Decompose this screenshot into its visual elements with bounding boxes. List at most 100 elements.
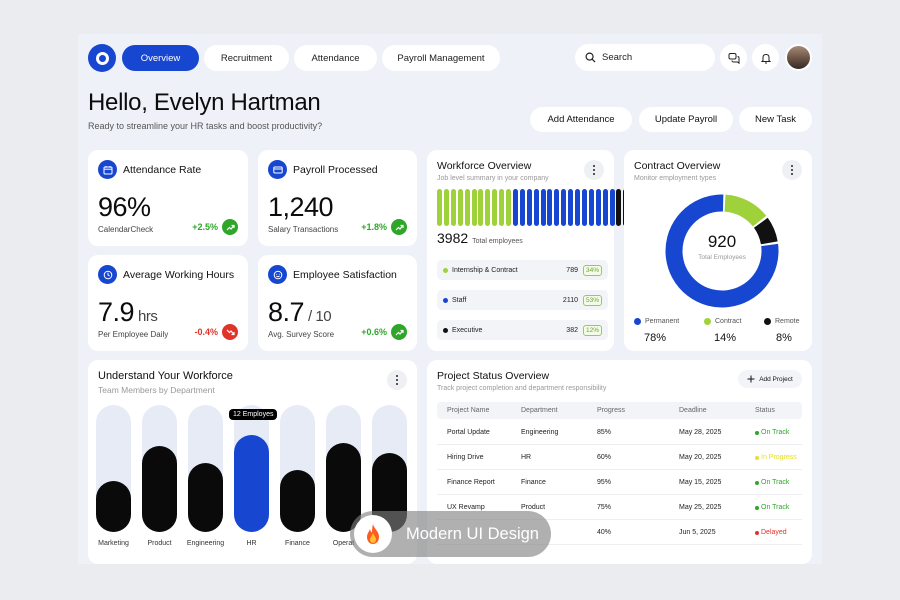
job-level-bar [443,189,449,226]
kpi-subtitle: CalendarCheck [98,225,154,234]
trend-down-icon [222,324,238,340]
donut-segment-permanent[interactable] [665,194,779,308]
job-level-bar [533,189,539,226]
card-subtitle: Team Members by Department [98,385,215,395]
department-bar[interactable] [326,443,361,532]
job-level-bar [450,189,456,226]
kpi-delta: -0.4% [194,327,218,337]
notifications-button[interactable] [752,44,779,71]
tab-recruitment[interactable]: Recruitment [204,45,289,71]
trend-up-icon [222,219,238,235]
table-row[interactable]: Portal Update Engineering 85% May 28, 2025 O… [437,420,802,445]
avatar[interactable] [785,44,812,71]
job-level-bar [616,189,622,226]
contract-percent: 14% [714,332,737,344]
status-badge: On Track [755,479,789,486]
job-level-bar [506,189,511,226]
deadline-cell: May 25, 2025 [679,504,722,511]
card-title: Project Status Overview [437,370,550,382]
department-bar[interactable] [142,446,177,532]
list-item: Internship & Contract 789 34% [437,260,608,280]
progress-cell: 95% [597,479,612,486]
kpi-delta: +0.6% [361,327,387,337]
job-level-bar [588,189,594,226]
kpi-card-payroll-processed: Payroll Processed 1,240 Salary Transacti… [258,150,417,246]
remote-percent: 8% [776,332,792,344]
donut-segment-remote[interactable] [662,191,782,311]
more-options-button[interactable] [782,160,802,180]
logo-icon[interactable] [88,44,116,72]
kpi-subtitle: Per Employee Daily [98,330,169,339]
kpi-delta: +2.5% [192,222,218,232]
level-count: 2110 [562,296,578,304]
tab-payroll-management[interactable]: Payroll Management [382,45,500,71]
messages-button[interactable] [720,44,747,71]
kpi-value: 96% [98,192,151,222]
card-subtitle: Monitor employment types [634,175,717,182]
card-subtitle: Job level summary in your company [437,175,549,182]
list-item: Staff 2110 53% [437,290,608,310]
progress-cell: 60% [597,454,612,461]
more-vertical-icon [592,164,596,176]
search-icon [585,52,596,63]
level-name: Internship & Contract [452,266,518,274]
column-header: Progress [597,407,626,414]
table-row[interactable]: Finance Report Finance 95% May 15, 2025 On T… [437,470,802,495]
kpi-title: Attendance Rate [123,164,202,176]
level-percent-badge: 34% [582,264,602,276]
department-bar[interactable] [96,481,131,532]
add-attendance-button[interactable]: Add Attendance [530,107,632,132]
calendar-icon [98,160,117,179]
update-payroll-button[interactable]: Update Payroll [639,107,733,132]
table-row[interactable]: UX Revamp Product 75% May 25, 2025 On Track [437,495,802,520]
search-input[interactable]: Search [575,44,715,71]
kpi-delta: +1.8% [361,222,387,232]
new-task-button[interactable]: New Task [739,107,812,132]
kpi-title: Employee Satisfaction [293,269,397,281]
permanent-percent: 78% [644,332,667,344]
more-vertical-icon [395,374,399,386]
table-row[interactable]: 40% Jun 5, 2025 Delayed [437,520,802,545]
job-level-bar [519,189,525,226]
job-level-bar [437,189,442,226]
more-vertical-icon [790,164,794,176]
level-percent-badge: 12% [582,324,602,336]
job-level-bar [561,189,567,226]
column-header: Project Name [447,407,490,414]
search-placeholder: Search [602,52,633,63]
donut-segment-contract[interactable] [665,194,779,308]
job-level-bar [478,189,484,226]
department-label: Operat [332,540,355,547]
kpi-title: Average Working Hours [123,269,235,281]
department-bar[interactable] [188,463,223,532]
project-name-cell: Finance Report [447,479,495,486]
card-title: Contract Overview [634,160,721,172]
progress-cell: 75% [597,504,612,511]
department-cell: Product [521,504,546,511]
tab-attendance[interactable]: Attendance [294,45,377,71]
job-level-bar [457,189,463,226]
card-title: Workforce Overview [437,160,532,172]
more-options-button[interactable] [584,160,604,180]
total-employees: 3982 Total employees [437,230,523,246]
status-badge: On Track [755,429,789,436]
more-options-button[interactable] [387,370,407,390]
department-bar[interactable] [280,470,315,532]
department-bar[interactable] [234,435,269,532]
deadline-cell: May 28, 2025 [679,429,722,436]
donut-total-label: Total Employees [698,254,746,261]
card-subtitle: Track project completion and department … [437,385,607,392]
job-level-bar [512,189,518,226]
contract-overview-card: Contract Overview Monitor employment typ… [624,150,812,351]
tab-overview[interactable]: Overview [122,45,199,71]
add-project-button[interactable]: Add Project [738,370,802,388]
kpi-card-employee-satisfaction: Employee Satisfaction 8.7/ 10 Avg. Surve… [258,255,417,351]
project-name-cell: Portal Update [447,429,490,436]
job-level-bar [485,189,491,226]
department-cell: Engineering [521,429,559,436]
trend-up-icon [391,219,407,235]
fire-icon [354,515,392,553]
job-level-bar [575,189,580,226]
project-name-cell: UX Revamp [447,504,485,511]
table-row[interactable]: Hiring Drive HR 60% May 20, 2025 In Progress [437,445,802,470]
